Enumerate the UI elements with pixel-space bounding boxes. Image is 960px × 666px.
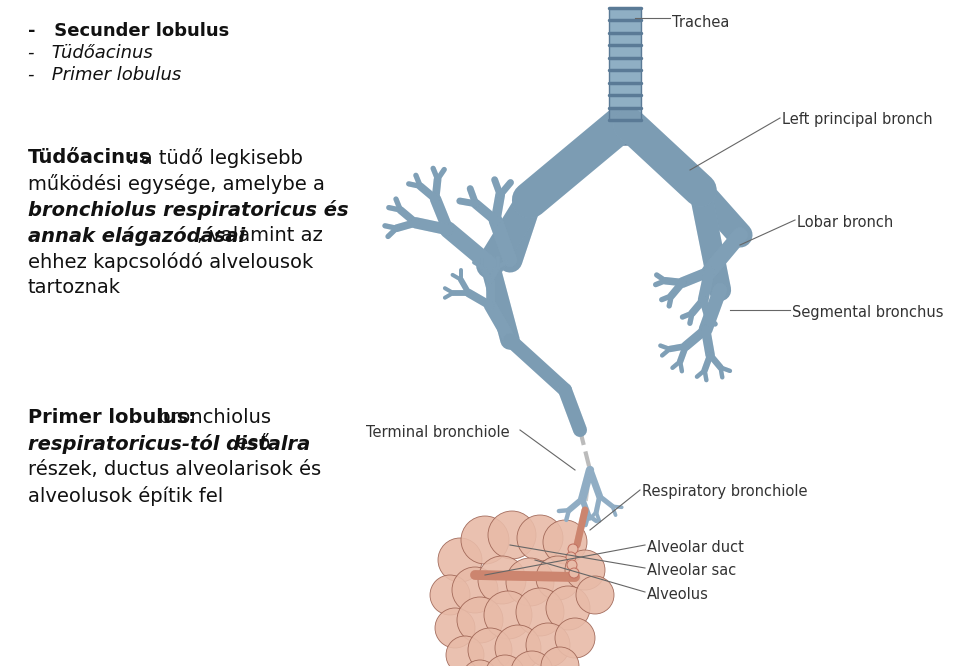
Circle shape	[568, 544, 578, 554]
Text: Lobar bronch: Lobar bronch	[797, 215, 893, 230]
Text: részek, ductus alveolarisok és: részek, ductus alveolarisok és	[28, 460, 322, 479]
Circle shape	[506, 558, 554, 606]
Circle shape	[511, 651, 553, 666]
Text: Alveolus: Alveolus	[647, 587, 708, 602]
Text: Left principal bronch: Left principal bronch	[782, 112, 932, 127]
Circle shape	[484, 591, 532, 639]
Circle shape	[517, 515, 563, 561]
Text: Trachea: Trachea	[672, 15, 730, 30]
Circle shape	[478, 556, 526, 604]
Text: Alveolar duct: Alveolar duct	[647, 540, 744, 555]
Text: bronchiolus: bronchiolus	[152, 408, 271, 427]
Circle shape	[462, 660, 498, 666]
Circle shape	[543, 520, 587, 564]
Text: Primer lobulus:: Primer lobulus:	[28, 408, 196, 427]
Text: Terminal bronchiole: Terminal bronchiole	[367, 425, 510, 440]
Text: Respiratory bronchiole: Respiratory bronchiole	[642, 484, 807, 499]
Text: , valamint az: , valamint az	[197, 226, 323, 245]
Circle shape	[546, 586, 590, 630]
Circle shape	[435, 608, 475, 648]
Circle shape	[457, 597, 503, 643]
Text: Tüdőacinus: Tüdőacinus	[28, 148, 152, 167]
Circle shape	[485, 655, 525, 666]
Circle shape	[516, 588, 564, 636]
Circle shape	[567, 560, 577, 570]
Circle shape	[576, 576, 614, 614]
Text: annak elágazódásai: annak elágazódásai	[28, 226, 245, 246]
Text: tartoznak: tartoznak	[28, 278, 121, 297]
Circle shape	[536, 556, 580, 600]
Circle shape	[488, 511, 536, 559]
FancyBboxPatch shape	[609, 8, 641, 120]
Circle shape	[569, 568, 579, 578]
Text: eső: eső	[230, 434, 271, 453]
Circle shape	[526, 623, 570, 666]
Circle shape	[452, 567, 498, 613]
Text: -   Tüdőacinus: - Tüdőacinus	[28, 44, 153, 62]
Text: alveolusok építik fel: alveolusok építik fel	[28, 486, 224, 506]
Text: -   Primer lobulus: - Primer lobulus	[28, 66, 181, 84]
Circle shape	[446, 636, 484, 666]
Text: Alveolar sac: Alveolar sac	[647, 563, 736, 578]
Text: respiratoricus-tól distalra: respiratoricus-tól distalra	[28, 434, 310, 454]
Text: bronchiolus respiratoricus és: bronchiolus respiratoricus és	[28, 200, 348, 220]
Text: Segmental bronchus: Segmental bronchus	[792, 305, 944, 320]
Text: : a tüdő legkisebb: : a tüdő legkisebb	[128, 148, 302, 168]
Circle shape	[438, 538, 482, 582]
Circle shape	[430, 575, 470, 615]
Circle shape	[468, 628, 512, 666]
Text: -   Secunder lobulus: - Secunder lobulus	[28, 22, 229, 40]
Circle shape	[541, 647, 579, 666]
Circle shape	[566, 552, 576, 562]
Text: működési egysége, amelybe a: működési egysége, amelybe a	[28, 174, 324, 194]
Circle shape	[555, 618, 595, 658]
Circle shape	[461, 516, 509, 564]
Ellipse shape	[599, 115, 651, 145]
Circle shape	[495, 625, 541, 666]
Circle shape	[565, 550, 605, 590]
Text: ehhez kapcsolódó alvelousok: ehhez kapcsolódó alvelousok	[28, 252, 313, 272]
